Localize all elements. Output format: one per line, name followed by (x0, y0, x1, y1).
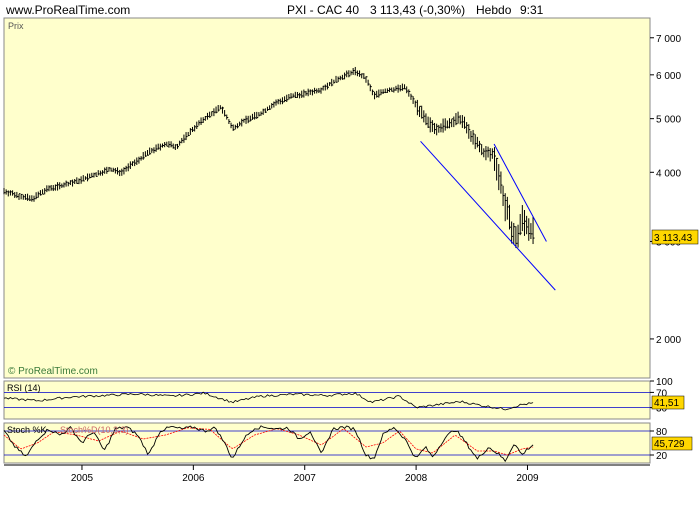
stoch-d-series (3, 427, 534, 456)
x-tick-label: 2005 (71, 473, 94, 484)
x-axis: 2005 2006 2007 2008 2009 (4, 464, 650, 484)
instrument-name: PXI - CAC 40 (287, 3, 359, 17)
rsi-grid (4, 392, 650, 408)
trendline (420, 140, 556, 291)
stoch-y-tick-label: 80 (656, 427, 668, 438)
quote-value: 3 113,43 (-0,30%) (370, 3, 465, 17)
period-label: Hebdo (476, 3, 512, 17)
rsi-series (3, 391, 534, 411)
price-panel (3, 17, 651, 379)
price-y-tick-label: 6 000 (656, 71, 681, 82)
rsi-y-tick-label: 100 (656, 377, 673, 388)
rsi-panel-title: RSI (14) (7, 383, 41, 393)
x-tick-label: 2007 (294, 473, 317, 484)
last-price-label: 3 113,43 (654, 233, 693, 244)
stoch-y-tick-label: 20 (656, 451, 668, 462)
price-y-tick-label: 2 000 (656, 335, 681, 346)
rsi-panel (3, 380, 651, 420)
rsi-line (3, 391, 534, 411)
price-panel-title: Prix (8, 21, 24, 31)
stoch-k-line (3, 425, 534, 463)
stoch-d-line (3, 427, 534, 456)
x-tick-label: 2009 (516, 473, 539, 484)
site-link[interactable]: www.ProRealTime.com (5, 3, 130, 17)
price-y-tick-label: 7 000 (656, 34, 681, 45)
rsi-last-box: 41,51 (651, 395, 685, 410)
stoch-last-box: 45,729 (651, 436, 693, 451)
price-y-tick-label: 5 000 (656, 115, 681, 126)
stoch-k-series (3, 425, 534, 463)
time-label: 9:31 (520, 3, 544, 17)
stoch-legend-overlay: Stoch%D(10,3,3) (60, 425, 129, 435)
stoch-panel (3, 422, 651, 464)
last-price-box: 3 113,43 (651, 229, 699, 245)
stoch-grid (4, 430, 650, 456)
stoch-y-axis: 80 20 (650, 427, 668, 462)
stoch-last-label: 45,729 (654, 439, 685, 450)
rsi-last-label: 41,51 (654, 398, 679, 409)
x-tick-label: 2008 (405, 473, 428, 484)
x-tick-label: 2006 (182, 473, 205, 484)
price-y-tick-label: 4 000 (656, 168, 681, 179)
price-bars (3, 66, 535, 249)
rsi-y-tick-label: 70 (656, 388, 668, 399)
trendline (493, 143, 547, 242)
watermark: © ProRealTime.com (8, 366, 98, 377)
trendlines (420, 140, 556, 291)
stoch-panel-title: Stoch %K (7, 425, 47, 435)
